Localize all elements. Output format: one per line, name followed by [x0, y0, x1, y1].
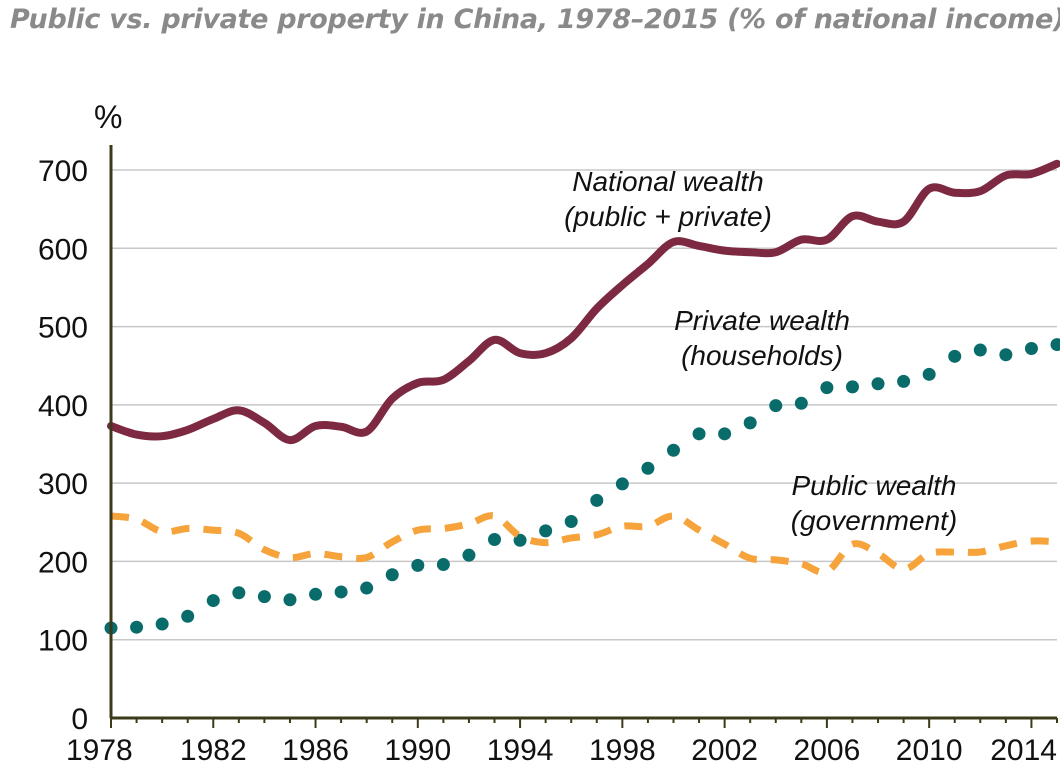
x-tick-label: 1986: [282, 734, 349, 767]
data-point: [999, 348, 1013, 362]
y-tick-label: 400: [38, 390, 88, 423]
data-point: [1024, 341, 1038, 355]
data-point: [794, 396, 808, 410]
data-point: [283, 593, 297, 607]
y-tick-label: 300: [38, 468, 88, 501]
x-tick-label: 1978: [66, 734, 133, 767]
series-annotation-line: (households): [681, 340, 843, 371]
y-tick-label: 500: [38, 312, 88, 345]
series-annotation-line: (public + private): [564, 201, 772, 232]
data-point: [436, 558, 450, 572]
data-point: [232, 586, 246, 600]
data-point: [743, 416, 757, 430]
data-point: [590, 493, 604, 507]
y-tick-labels: 0 100 200 300 400 500 600 700: [38, 155, 88, 736]
x-tick-label: 2014: [990, 734, 1057, 767]
data-point: [257, 590, 271, 604]
x-tick-label: 1990: [384, 734, 451, 767]
data-point: [206, 594, 220, 608]
series-annotation-line: (government): [791, 505, 958, 536]
chart-title: Public vs. private property in China, 19…: [10, 4, 1060, 35]
data-point: [309, 587, 323, 601]
grid-lines: [111, 169, 1057, 641]
y-tick-label: 0: [71, 703, 88, 736]
data-point: [462, 548, 476, 562]
y-tick-label: 700: [38, 155, 88, 188]
series-annotation-line: Public wealth: [792, 470, 957, 501]
data-point: [488, 533, 502, 547]
series-public-wealth-line: [110, 512, 1058, 576]
y-axis-unit-label: %: [94, 99, 122, 135]
data-point: [334, 585, 348, 599]
x-tick-label: 1994: [487, 734, 554, 767]
data-point: [513, 533, 527, 547]
x-tick-label: 1982: [180, 734, 247, 767]
data-point: [692, 427, 706, 441]
x-tick-label: 2002: [691, 734, 758, 767]
data-point: [385, 568, 399, 582]
data-point: [615, 477, 629, 491]
data-point: [666, 443, 680, 457]
y-tick-label: 200: [38, 546, 88, 579]
series-annotations: National wealth (public + private) Private…: [564, 166, 957, 536]
data-point: [769, 399, 783, 413]
data-point: [641, 461, 655, 475]
data-point: [130, 620, 144, 634]
data-point: [845, 380, 859, 394]
data-point: [871, 377, 885, 391]
data-point: [564, 515, 578, 529]
x-tick-label: 2006: [794, 734, 861, 767]
data-point: [360, 581, 374, 595]
series-annotation-line: National wealth: [572, 166, 763, 197]
data-point: [718, 427, 732, 441]
x-tick-label: 1998: [589, 734, 656, 767]
data-point: [155, 617, 169, 631]
data-point: [1050, 338, 1060, 352]
data-point: [181, 609, 195, 623]
series-layer: [104, 159, 1060, 635]
y-tick-label: 600: [38, 233, 88, 266]
x-tick-label: 2010: [896, 734, 963, 767]
series-annotation-line: Private wealth: [674, 305, 850, 336]
data-point: [948, 349, 962, 363]
data-point: [973, 343, 987, 357]
series-national-wealth-line: [107, 159, 1060, 445]
data-point: [411, 558, 425, 572]
data-point: [922, 367, 936, 381]
data-point: [897, 374, 911, 388]
data-point: [539, 524, 553, 538]
data-point: [820, 381, 834, 395]
axes: [109, 145, 1058, 728]
x-tick-labels: 1978 1982 1986 1990 1994 1998 2002 2006 2010 2014: [66, 734, 1057, 767]
y-tick-label: 100: [38, 625, 88, 658]
